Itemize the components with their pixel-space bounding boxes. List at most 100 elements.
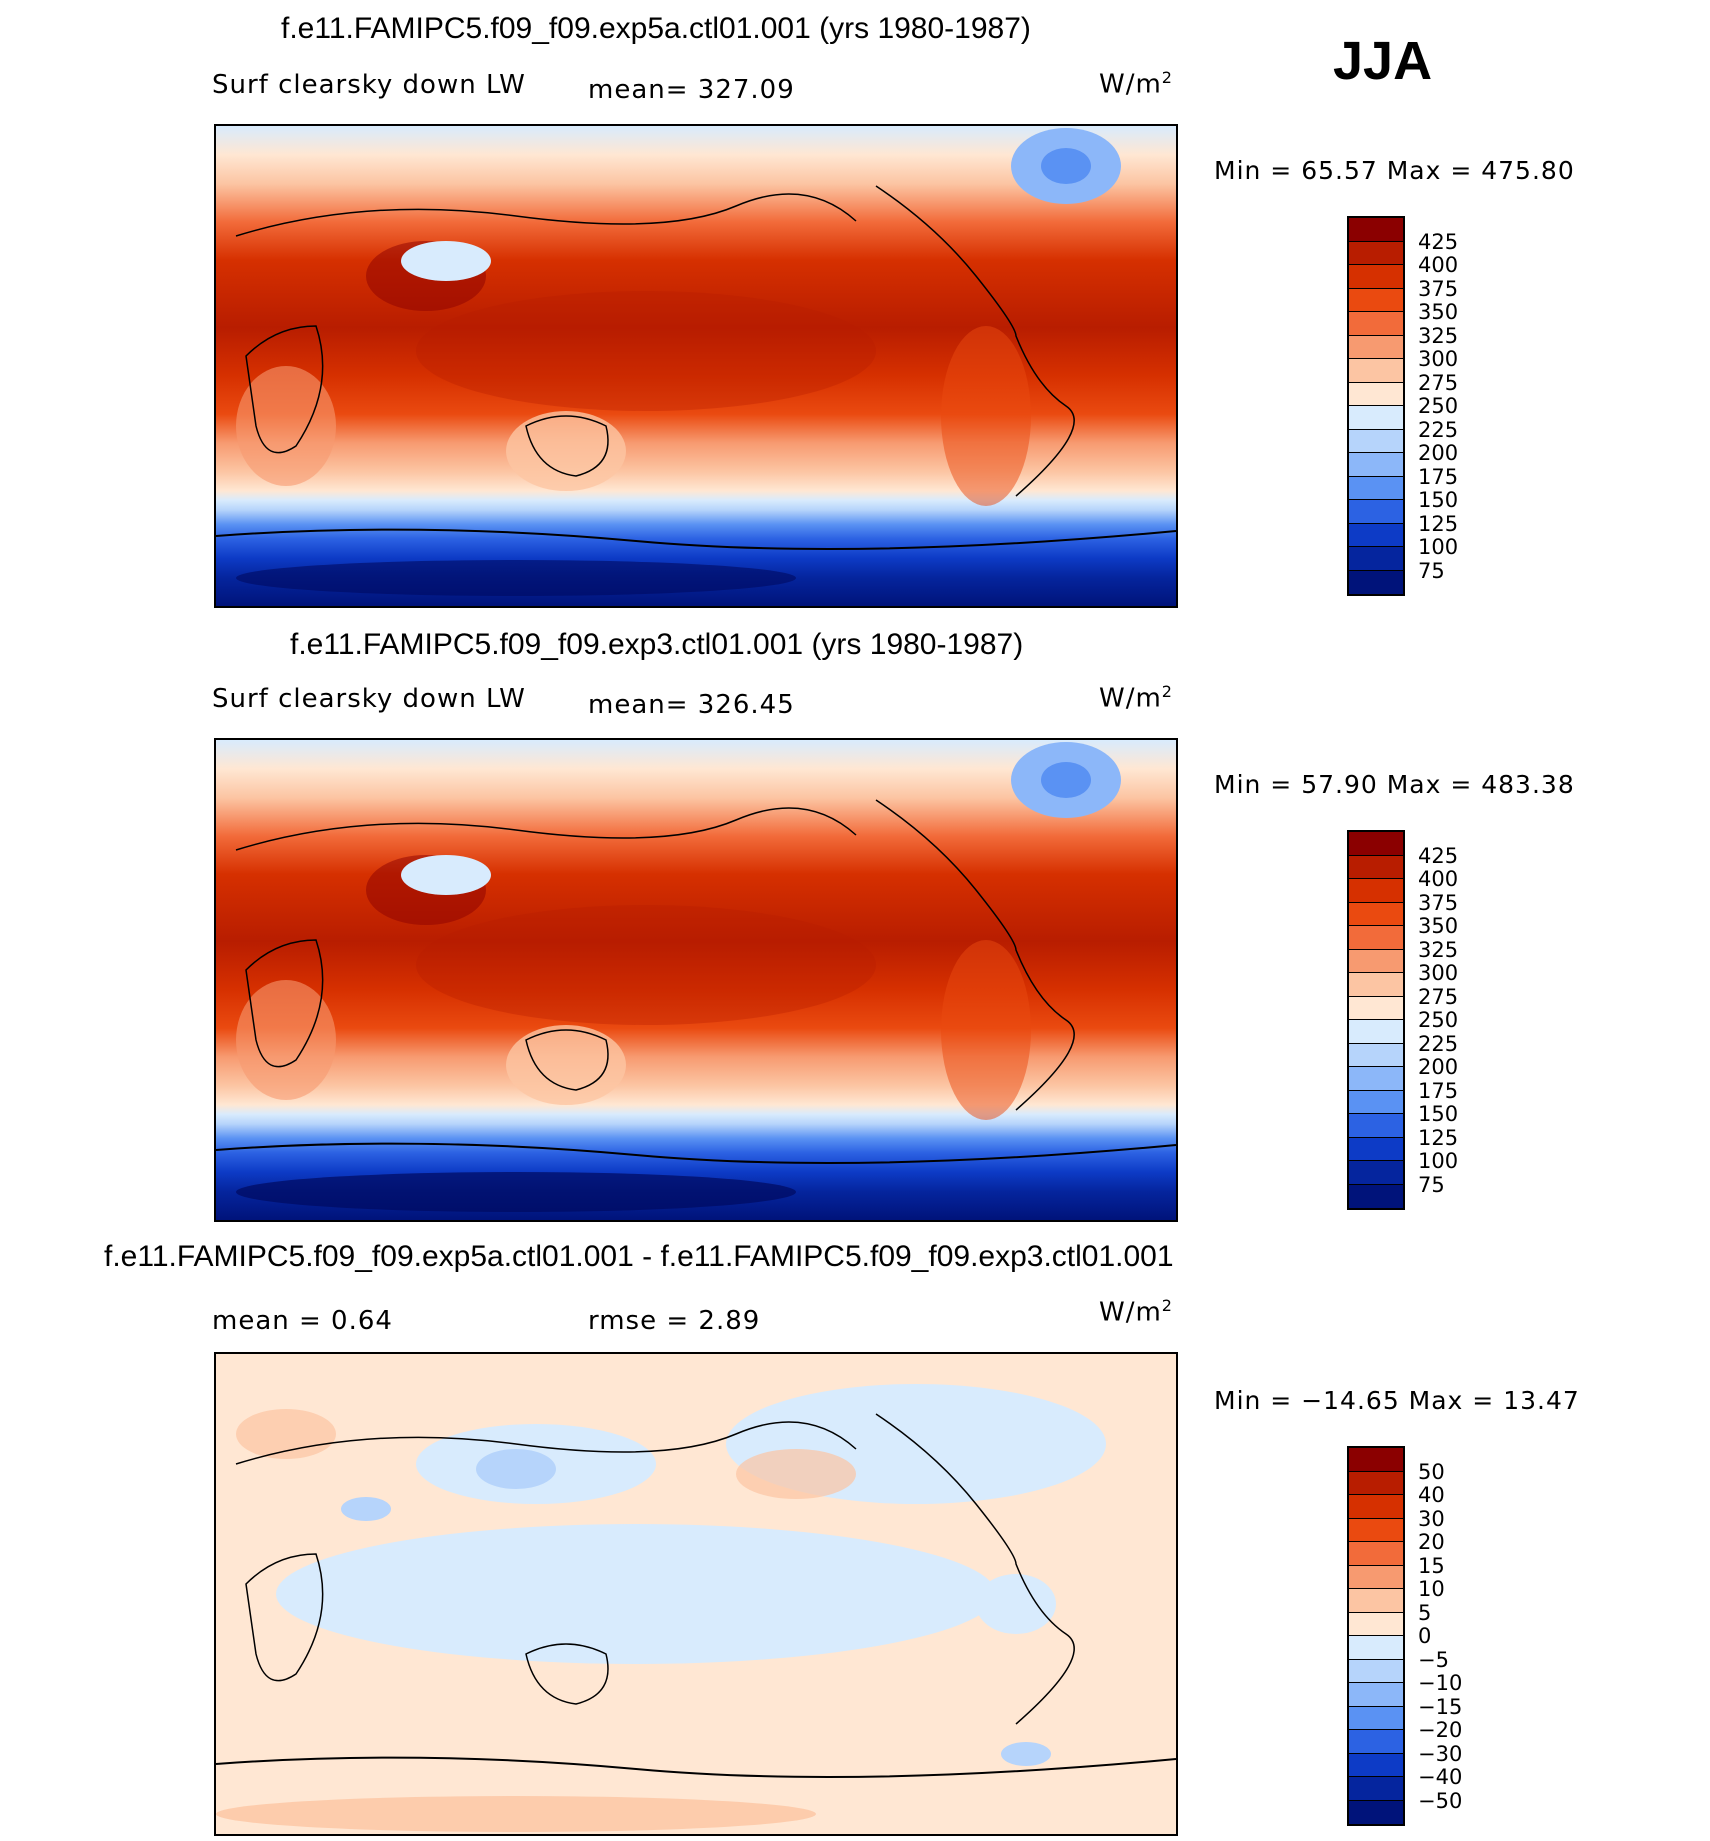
colorbar-label: 350 [1418,914,1459,938]
colorbar-label: −40 [1418,1765,1463,1789]
colorbar-label: 150 [1418,488,1459,512]
panel-2-variable: Surf clearsky down LW [212,684,526,714]
colorbar-swatch [1349,1137,1403,1161]
panel-3-mean: mean = 0.64 [212,1306,393,1336]
colorbar-swatch [1349,500,1403,524]
colorbar-label: −15 [1418,1694,1463,1719]
colorbar-swatch [1349,832,1403,856]
panel-2-colorbar [1347,830,1405,1210]
colorbar-swatch [1349,288,1403,312]
colorbar-swatch [1349,902,1403,926]
colorbar-swatch [1349,949,1403,973]
colorbar-swatch [1349,429,1403,453]
panel-1-variable: Surf clearsky down LW [212,70,526,100]
colorbar-swatch [1349,1565,1403,1589]
panel-1-colorbar [1347,216,1405,596]
colorbar-swatch [1349,335,1403,359]
colorbar-label: 375 [1418,890,1459,915]
colorbar-label: 100 [1418,1149,1459,1173]
colorbar-label: 400 [1418,867,1459,891]
colorbar-swatch [1349,1020,1403,1044]
colorbar-label: 325 [1418,937,1459,962]
colorbar-label: −10 [1418,1671,1463,1695]
colorbar-label: −30 [1418,1741,1463,1766]
panel-2-units: W/m2 [1099,682,1173,714]
colorbar-swatch [1349,476,1403,500]
colorbar-label: 225 [1418,417,1459,442]
colorbar-swatch [1349,996,1403,1020]
colorbar-swatch [1349,547,1403,571]
colorbar-swatch [1349,1471,1403,1495]
colorbar-label: 200 [1418,1055,1459,1079]
colorbar-swatch [1349,879,1403,903]
panel-3-units: W/m2 [1099,1296,1173,1328]
panel-2-field [216,740,1176,1220]
colorbar-swatch [1349,1518,1403,1542]
colorbar-swatch [1349,1114,1403,1138]
colorbar-swatch [1349,973,1403,997]
panel-1-map [214,124,1178,608]
panel-1-minmax: Min = 65.57 Max = 475.80 [1214,156,1575,185]
colorbar-label: 15 [1418,1553,1445,1578]
colorbar-swatch [1349,1589,1403,1613]
panel-3-minmax: Min = −14.65 Max = 13.47 [1214,1386,1580,1415]
colorbar-swatch [1349,265,1403,289]
colorbar-swatch [1349,1659,1403,1683]
colorbar-label: −20 [1418,1718,1463,1742]
colorbar-swatch [1349,1683,1403,1707]
colorbar-swatch [1349,1800,1403,1824]
colorbar-label: −50 [1418,1788,1463,1813]
colorbar-swatch [1349,1730,1403,1754]
season-label: JJA [1333,31,1433,91]
colorbar-swatch [1349,926,1403,950]
colorbar-label: 75 [1418,1172,1445,1197]
colorbar-label: 125 [1418,511,1459,536]
colorbar-label: 425 [1418,229,1459,254]
colorbar-label: 10 [1418,1577,1445,1601]
colorbar-swatch [1349,1184,1403,1208]
colorbar-swatch [1349,1706,1403,1730]
colorbar-label: 50 [1418,1459,1445,1484]
colorbar-swatch [1349,1753,1403,1777]
panel-2-title: f.e11.FAMIPC5.f09_f09.exp3.ctl01.001 (yr… [290,628,1024,661]
colorbar-label: 250 [1418,394,1459,418]
colorbar-label: 175 [1418,464,1459,489]
colorbar-label: 350 [1418,300,1459,324]
colorbar-label: 40 [1418,1483,1445,1507]
colorbar-swatch [1349,570,1403,594]
colorbar-label: −5 [1418,1647,1449,1672]
colorbar-swatch [1349,1090,1403,1114]
colorbar-swatch [1349,453,1403,477]
colorbar-label: 275 [1418,984,1459,1009]
colorbar-swatch [1349,359,1403,383]
colorbar-label: 100 [1418,535,1459,559]
colorbar-swatch [1349,855,1403,879]
panel-3-rmse: rmse = 2.89 [588,1306,761,1336]
colorbar-label: 300 [1418,961,1459,985]
colorbar-swatch [1349,241,1403,265]
panel-1-field [216,126,1176,606]
panel-1-mean: mean= 327.09 [588,75,795,105]
colorbar-label: 300 [1418,347,1459,371]
colorbar-swatch [1349,1612,1403,1636]
panel-3-map [214,1352,1178,1836]
colorbar-swatch [1349,1067,1403,1091]
panel-2-minmax: Min = 57.90 Max = 483.38 [1214,770,1575,799]
colorbar-label: 5 [1418,1600,1432,1625]
colorbar-label: 250 [1418,1008,1459,1032]
panel-3-colorbar [1347,1446,1405,1826]
colorbar-label: 325 [1418,323,1459,348]
colorbar-swatch [1349,1777,1403,1801]
colorbar-label: 200 [1418,441,1459,465]
panel-3-title: f.e11.FAMIPC5.f09_f09.exp5a.ctl01.001 - … [104,1240,1174,1273]
colorbar-label: 375 [1418,276,1459,301]
colorbar-label: 400 [1418,253,1459,277]
colorbar-label: 150 [1418,1102,1459,1126]
colorbar-label: 275 [1418,370,1459,395]
colorbar-swatch [1349,382,1403,406]
panel-2-map [214,738,1178,1222]
colorbar-swatch [1349,406,1403,430]
colorbar-label: 0 [1418,1624,1432,1648]
colorbar-label: 20 [1418,1530,1445,1554]
colorbar-label: 425 [1418,843,1459,868]
